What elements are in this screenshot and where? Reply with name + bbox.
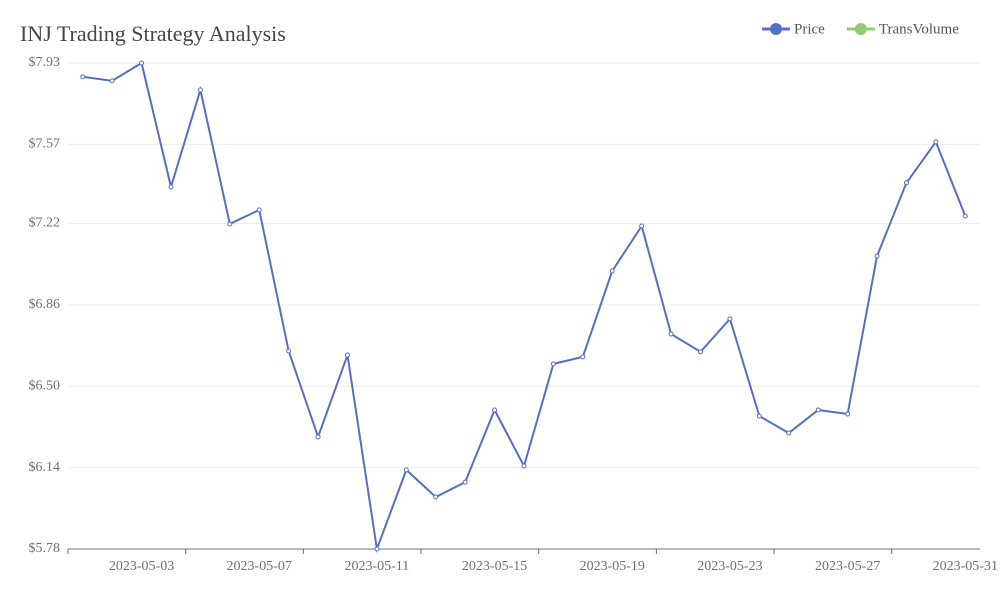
x-tick-label: 2023-05-19: [580, 559, 645, 574]
point: [139, 60, 145, 66]
x-tick-label: 2023-05-27: [815, 559, 880, 574]
legend-marker: [770, 23, 782, 35]
point: [845, 411, 851, 417]
point: [374, 546, 380, 552]
legend-label: Price: [794, 21, 825, 37]
x-tick-label: 2023-05-15: [462, 559, 527, 574]
point: [786, 430, 792, 436]
y-tick-label: $6.14: [29, 460, 61, 475]
point: [962, 213, 968, 219]
point: [639, 223, 645, 229]
x-tick-label: 2023-05-03: [109, 559, 174, 574]
point: [344, 352, 350, 358]
y-tick-label: $6.86: [29, 297, 61, 312]
y-tick-label: $7.57: [29, 137, 61, 152]
y-tick-label: $6.50: [29, 378, 61, 393]
point: [315, 434, 321, 440]
point: [756, 413, 762, 419]
point: [874, 253, 880, 259]
point: [903, 180, 909, 186]
point: [80, 74, 86, 80]
point: [286, 348, 292, 354]
point: [609, 268, 615, 274]
point: [668, 331, 674, 337]
point: [403, 467, 409, 473]
y-tick-label: $5.78: [29, 541, 61, 556]
point: [492, 407, 498, 413]
point: [727, 316, 733, 322]
point: [256, 207, 262, 213]
legend-item: Price: [762, 21, 825, 37]
point: [521, 463, 527, 469]
point: [698, 349, 704, 355]
y-tick-label: $7.22: [29, 216, 61, 231]
point: [933, 139, 939, 145]
point: [227, 221, 233, 227]
x-tick-label: 2023-05-11: [344, 559, 409, 574]
x-tick-label: 2023-05-07: [227, 559, 292, 574]
point: [433, 494, 439, 500]
point: [580, 354, 586, 360]
point: [109, 78, 115, 84]
x-tick-label: 2023-05-31: [933, 559, 998, 574]
point: [168, 184, 174, 190]
chart-title: INJ Trading Strategy Analysis: [20, 21, 286, 46]
point: [815, 407, 821, 413]
x-tick-label: 2023-05-23: [697, 559, 762, 574]
point: [197, 87, 203, 93]
legend-label: TransVolume: [879, 21, 959, 37]
point: [550, 361, 556, 367]
legend-item: TransVolume: [846, 21, 959, 37]
price-line: [82, 61, 967, 553]
point: [462, 479, 468, 485]
y-tick-label: $7.93: [29, 55, 61, 70]
legend-marker: [854, 23, 867, 35]
